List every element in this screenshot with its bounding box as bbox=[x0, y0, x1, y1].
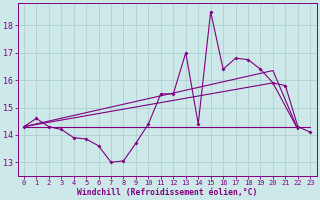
X-axis label: Windchill (Refroidissement éolien,°C): Windchill (Refroidissement éolien,°C) bbox=[77, 188, 257, 197]
